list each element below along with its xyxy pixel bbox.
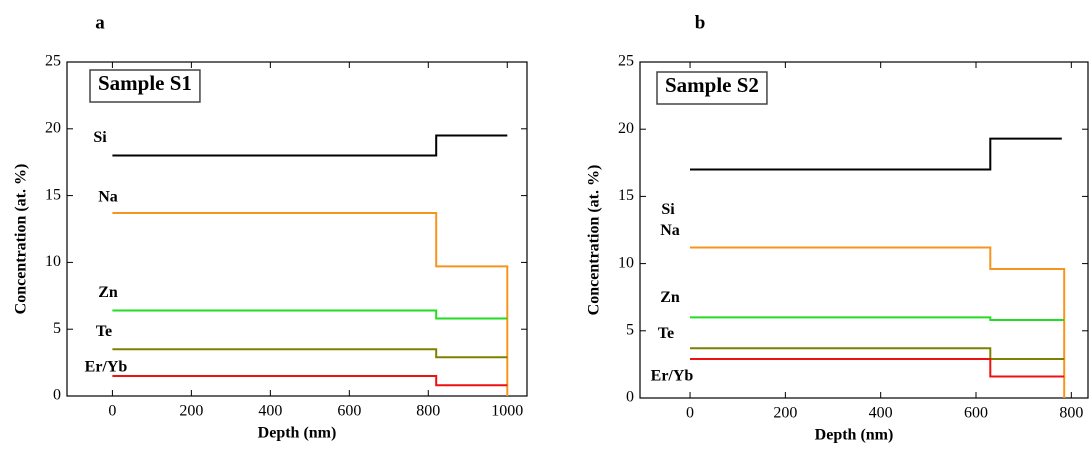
plot-frame xyxy=(66,61,528,397)
x-axis-label: Depth (nm) xyxy=(258,425,337,442)
y-tick-label: 20 xyxy=(45,119,61,136)
x-tick-label: 800 xyxy=(416,403,440,420)
data-line xyxy=(690,358,1065,378)
y-tick-label: 5 xyxy=(626,321,634,338)
series-label: Er/Yb xyxy=(651,368,694,385)
series-label: Te xyxy=(96,323,112,340)
x-tick-label: 600 xyxy=(337,403,361,420)
y-tick-label: 25 xyxy=(618,53,634,70)
x-tick-label: 400 xyxy=(258,403,282,420)
series-label: Na xyxy=(98,189,118,206)
series-label: Na xyxy=(660,222,680,239)
chart-title: Sample S1 xyxy=(98,71,192,95)
series-label: Er/Yb xyxy=(85,359,128,376)
title-box xyxy=(89,69,201,103)
y-tick-label: 10 xyxy=(45,253,61,270)
plot-frame xyxy=(639,61,1089,399)
data-line xyxy=(690,137,1062,171)
data-line xyxy=(690,316,1065,321)
x-tick-label: 600 xyxy=(964,405,988,422)
y-tick-label: 0 xyxy=(53,387,61,404)
series-label: Zn xyxy=(98,284,118,301)
y-tick-label: 15 xyxy=(618,187,634,204)
series-label: Te xyxy=(658,325,674,342)
series-label: Si xyxy=(661,201,675,218)
y-axis-label: Concentration (at. %) xyxy=(586,165,603,316)
x-tick-label: 0 xyxy=(686,405,694,422)
x-tick-label: 200 xyxy=(773,405,797,422)
data-line xyxy=(112,348,508,359)
y-tick-label: 15 xyxy=(45,186,61,203)
x-tick-label: 1000 xyxy=(491,403,523,420)
x-tick-label: 400 xyxy=(869,405,893,422)
data-line xyxy=(690,347,1065,360)
y-tick-label: 10 xyxy=(618,254,634,271)
series-label: Zn xyxy=(660,289,680,306)
y-tick-label: 5 xyxy=(53,320,61,337)
x-tick-label: 800 xyxy=(1059,405,1083,422)
panel-label: b xyxy=(695,12,706,33)
data-line xyxy=(112,134,508,157)
data-line xyxy=(112,375,508,387)
y-tick-label: 20 xyxy=(618,120,634,137)
y-axis-label: Concentration (at. %) xyxy=(13,164,30,315)
x-tick-label: 0 xyxy=(108,403,116,420)
y-tick-label: 25 xyxy=(45,53,61,70)
series-label: Si xyxy=(93,129,107,146)
chart-title: Sample S2 xyxy=(665,73,759,97)
y-tick-label: 0 xyxy=(626,389,634,406)
data-line xyxy=(112,309,508,320)
data-line xyxy=(112,212,509,396)
x-tick-label: 200 xyxy=(179,403,203,420)
data-line xyxy=(690,246,1066,398)
title-box xyxy=(656,71,768,105)
x-axis-label: Depth (nm) xyxy=(815,427,894,444)
panel-label: a xyxy=(95,12,105,33)
